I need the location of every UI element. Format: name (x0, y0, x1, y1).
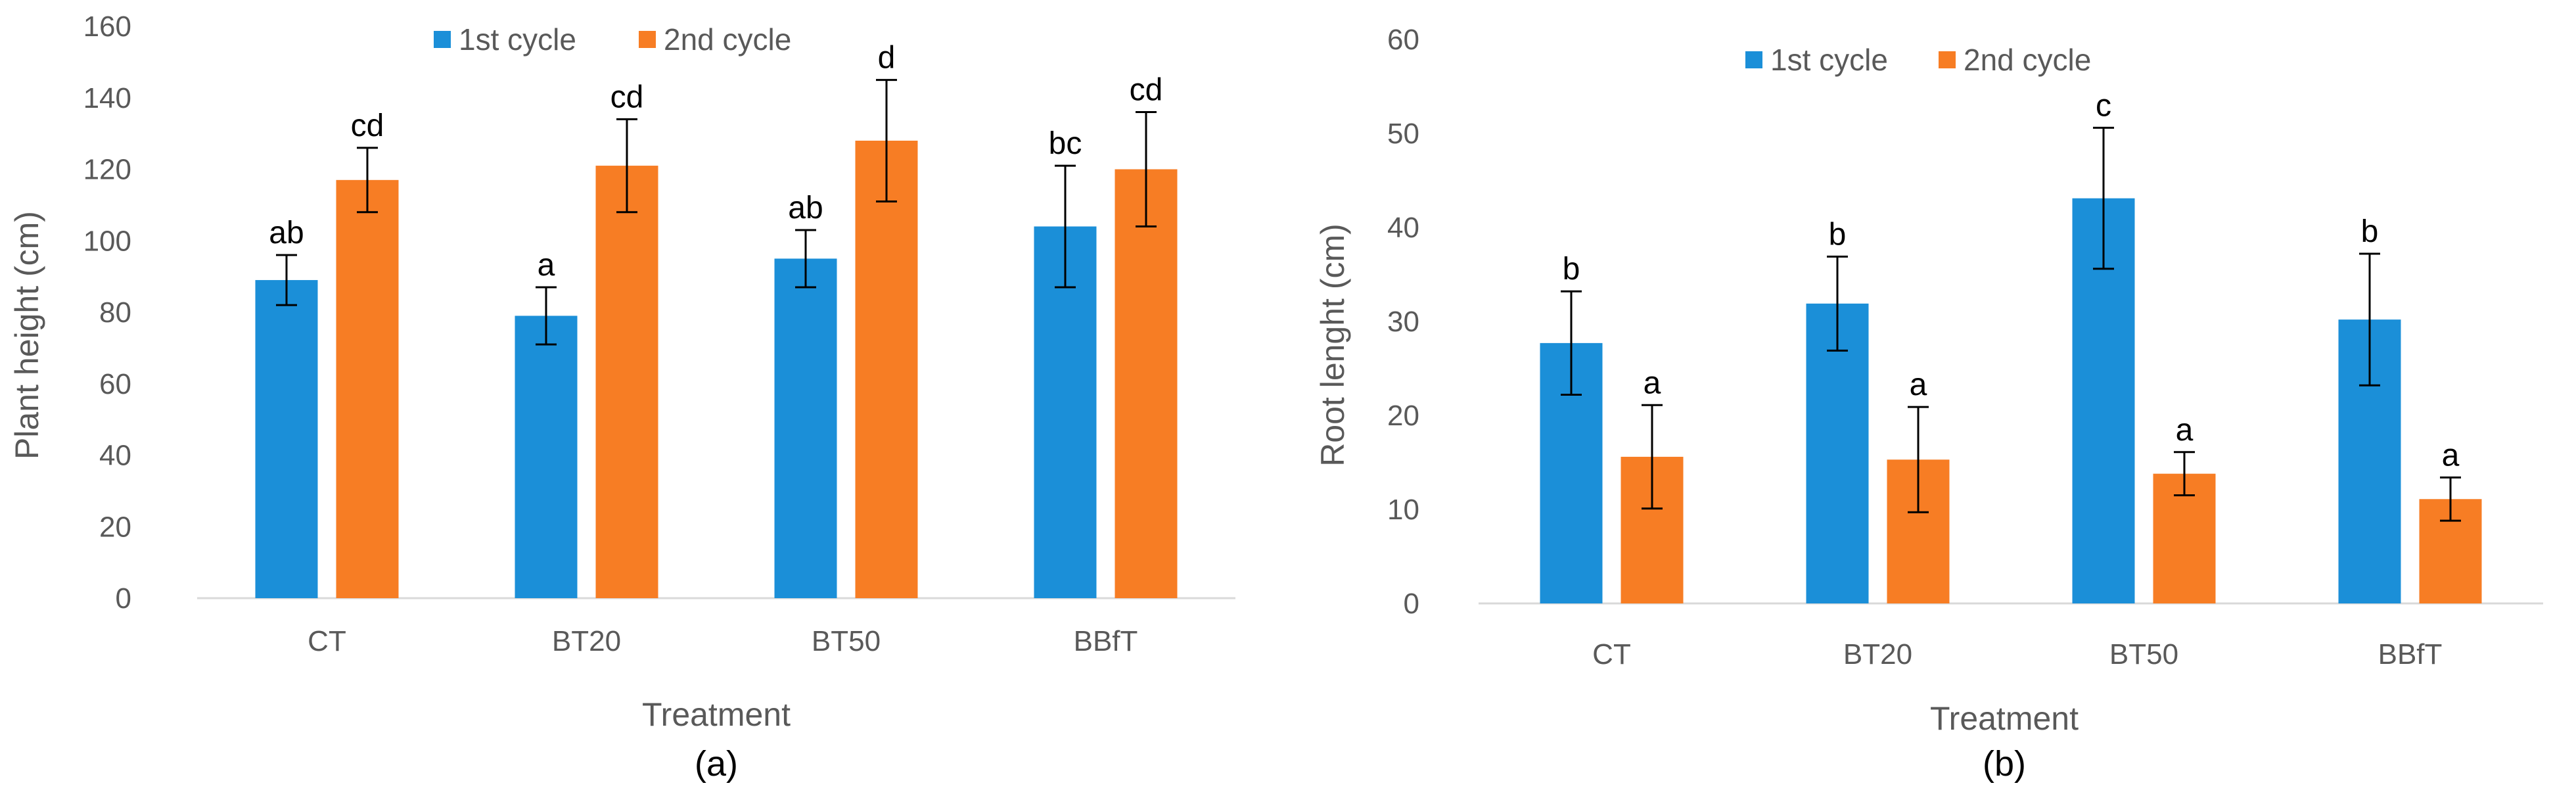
error-bar-2nd-cycle-bt20 (616, 118, 637, 214)
significance-label: ab (269, 216, 304, 250)
bar-2nd-cycle-bt20 (595, 166, 658, 598)
x-tick-labels: CT BT20 BT50 BBfT (308, 625, 1138, 657)
bars: ab cd a cd ab d bc cd (255, 41, 1178, 598)
y-tick-label: 20 (1387, 400, 1419, 432)
bar-1st-cycle-bt20 (1806, 303, 1869, 603)
y-tick-label: 0 (116, 582, 131, 615)
significance-label: a (1644, 365, 1661, 400)
significance-label: b (2361, 214, 2379, 249)
significance-label: d (878, 41, 896, 76)
bars: b a b a c a b a (1540, 88, 2482, 603)
y-tick-label: 0 (1404, 588, 1419, 620)
error-bar-2nd-cycle-bt50 (876, 79, 897, 202)
y-tick-label: 40 (1387, 212, 1419, 244)
significance-label: c (2096, 88, 2111, 123)
significance-label: a (538, 248, 555, 283)
y-tick-label: 30 (1387, 306, 1419, 338)
error-bar-2nd-cycle-ct (1642, 404, 1663, 510)
error-bar-1st-cycle-ct (276, 254, 297, 306)
legend-swatch-2nd-cycle (639, 31, 656, 48)
x-tick-label: BT50 (2109, 638, 2178, 670)
x-tick-label: CT (308, 625, 346, 657)
panel-label-a: (a) (695, 744, 738, 784)
legend-swatch-1st-cycle (1745, 51, 1762, 68)
error-bar-1st-cycle-bbft (1055, 164, 1076, 289)
bar-1st-cycle-bbft (1034, 226, 1097, 598)
error-bar-1st-cycle-ct (1561, 290, 1582, 396)
y-tick-labels: 0 10 20 30 40 50 60 (1387, 24, 1419, 620)
significance-label: cd (1130, 73, 1163, 108)
y-axis-title: Plant height (cm) (9, 211, 45, 459)
error-bar-1st-cycle-bt50 (795, 229, 816, 289)
significance-label: a (2442, 438, 2460, 473)
significance-label: bc (1049, 126, 1082, 161)
y-tick-label: 100 (83, 225, 131, 257)
y-tick-labels: 0 20 40 60 80 100 120 140 160 (83, 11, 131, 615)
y-tick-label: 160 (83, 11, 131, 43)
y-tick-label: 60 (99, 368, 131, 400)
x-tick-label: BT50 (812, 625, 881, 657)
legend-label-1st-cycle: 1st cycle (1770, 43, 1888, 77)
error-bar-2nd-cycle-bbft (1136, 111, 1157, 227)
error-bar-2nd-cycle-ct (357, 147, 378, 214)
y-tick-label: 120 (83, 154, 131, 186)
error-bar-2nd-cycle-bt20 (1908, 406, 1929, 513)
bar-1st-cycle-bt20 (515, 316, 578, 598)
significance-label: a (2176, 413, 2194, 448)
legend: 1st cycle 2nd cycle (1745, 43, 2091, 77)
x-tick-label: BT20 (552, 625, 621, 657)
bar-2nd-cycle-bt50 (855, 141, 918, 598)
x-tick-label: BBfT (1074, 625, 1138, 657)
error-bar-1st-cycle-bbft (2359, 252, 2380, 387)
y-tick-label: 60 (1387, 24, 1419, 56)
bar-1st-cycle-bt50 (774, 258, 837, 598)
error-bar-1st-cycle-bt20 (536, 286, 557, 346)
significance-label: cd (351, 108, 384, 143)
legend-label-2nd-cycle: 2nd cycle (1964, 43, 2091, 77)
significance-label: a (1910, 367, 1927, 402)
significance-label: cd (610, 80, 644, 114)
legend: 1st cycle 2nd cycle (434, 22, 791, 57)
y-tick-label: 80 (99, 296, 131, 329)
significance-label: b (1563, 252, 1580, 287)
significance-label: ab (788, 191, 823, 225)
legend-swatch-2nd-cycle (1939, 51, 1956, 68)
chart-panel-a: 0 20 40 60 80 100 120 140 160 ab cd a cd ab d bc cd CT B… (9, 11, 1235, 784)
legend-label-1st-cycle: 1st cycle (459, 22, 576, 57)
y-tick-label: 20 (99, 511, 131, 543)
legend-label-2nd-cycle: 2nd cycle (664, 22, 791, 57)
x-tick-label: CT (1592, 638, 1631, 670)
y-tick-label: 10 (1387, 494, 1419, 526)
x-axis-title: Treatment (642, 696, 791, 733)
x-tick-label: BBfT (2378, 638, 2443, 670)
significance-label: b (1829, 217, 1847, 252)
x-axis-title: Treatment (1930, 700, 2079, 737)
bar-2nd-cycle-ct (336, 179, 399, 598)
bar-2nd-cycle-bbft (1115, 169, 1178, 598)
error-bar-1st-cycle-bt50 (2093, 126, 2114, 270)
x-tick-labels: CT BT20 BT50 BBfT (1592, 638, 2442, 670)
y-tick-label: 50 (1387, 118, 1419, 150)
y-tick-label: 140 (83, 82, 131, 114)
error-bar-2nd-cycle-bbft (2440, 476, 2461, 522)
legend-swatch-1st-cycle (434, 31, 451, 48)
y-axis-title: Root lenght (cm) (1314, 223, 1351, 467)
error-bar-1st-cycle-bt20 (1827, 255, 1848, 352)
bar-1st-cycle-ct (255, 280, 318, 598)
x-tick-label: BT20 (1843, 638, 1912, 670)
chart-panel-b: 0 10 20 30 40 50 60 b a b a c a b a CT BT20 BT50 BBfT 1s… (1314, 24, 2543, 784)
error-bar-2nd-cycle-bt50 (2174, 451, 2195, 497)
y-tick-label: 40 (99, 440, 131, 472)
panel-label-b: (b) (1983, 744, 2026, 784)
